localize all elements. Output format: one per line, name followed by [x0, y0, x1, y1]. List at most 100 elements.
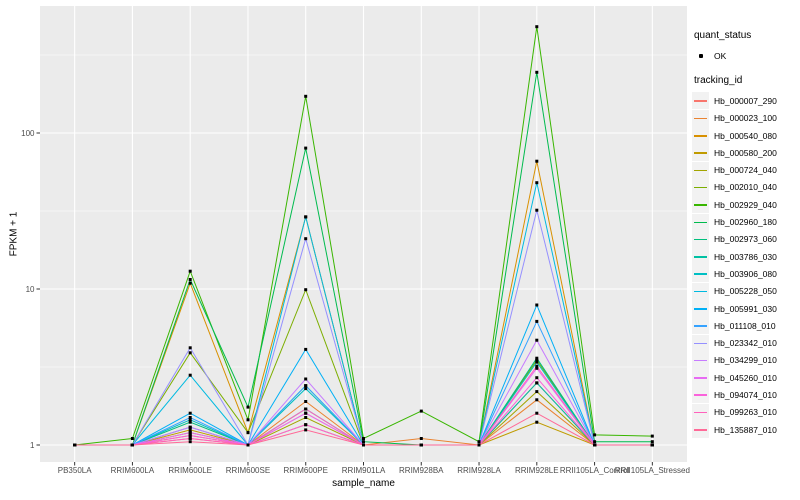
legend-key-line-icon	[694, 342, 707, 345]
legend-key-ok	[692, 47, 709, 64]
data-point	[535, 181, 539, 185]
data-point	[188, 278, 192, 281]
data-point	[188, 420, 192, 424]
x-axis: PB350LA RRIM600LA RRIM600LE RRIM600SE RRIM60…	[58, 462, 690, 475]
y-tick-label: 10	[26, 285, 35, 294]
data-point	[304, 377, 308, 381]
legend-key-swatch	[692, 351, 709, 369]
legend-item-ok: OK	[692, 47, 798, 64]
legend-key-swatch	[692, 386, 709, 404]
legend-item-Hb_094074_010: Hb_094074_010	[692, 386, 798, 404]
data-point	[188, 434, 192, 437]
data-point	[188, 269, 192, 273]
data-point	[246, 443, 250, 447]
legend-label: Hb_099263_010	[714, 407, 777, 418]
legend-key-swatch	[692, 334, 709, 352]
legend-key-line-icon	[694, 204, 707, 206]
data-point	[304, 215, 308, 219]
y-tick-label: 1	[30, 441, 35, 450]
data-point	[362, 437, 365, 440]
legend-label: Hb_003906_080	[714, 268, 777, 279]
data-point	[593, 433, 597, 437]
legend-key-line-icon	[694, 290, 707, 293]
data-point	[535, 390, 539, 394]
data-point	[304, 416, 308, 419]
legend-label: Hb_002929_040	[714, 199, 777, 210]
data-point	[535, 70, 539, 74]
legend-label: Hb_000580_200	[714, 147, 777, 158]
legend-label: Hb_002973_060	[714, 234, 777, 245]
legend-label: Hb_094074_010	[714, 389, 777, 400]
legend-label: Hb_002960_180	[714, 217, 777, 228]
legend-label: Hb_011108_010	[714, 320, 776, 331]
data-point	[650, 440, 654, 444]
legend-gap	[692, 64, 798, 75]
legend-key-swatch	[692, 421, 709, 439]
data-point	[130, 443, 134, 447]
legend-item-Hb_003906_080: Hb_003906_080	[692, 265, 798, 283]
legend-item-Hb_000023_100: Hb_000023_100	[692, 109, 798, 127]
data-point	[362, 443, 365, 447]
legend-key-swatch	[692, 369, 709, 387]
legend-key-swatch	[692, 248, 709, 266]
legend-key-swatch	[692, 92, 709, 110]
legend-key-swatch	[692, 230, 709, 248]
legend-label: Hb_034299_010	[714, 355, 777, 366]
data-point	[188, 351, 192, 355]
data-point	[535, 319, 539, 323]
legend-item-Hb_135887_010: Hb_135887_010	[692, 421, 798, 439]
data-point	[188, 437, 192, 440]
data-point	[304, 288, 308, 292]
legend-item-Hb_034299_010: Hb_034299_010	[692, 351, 798, 369]
x-tick-label: PB350LA	[58, 466, 92, 475]
data-point	[535, 338, 539, 342]
data-point	[188, 281, 192, 285]
legend-key-line-icon	[694, 100, 707, 102]
legend-key-line-icon	[694, 117, 707, 120]
data-point	[246, 431, 250, 435]
y-axis: 1 10 100	[21, 129, 40, 450]
data-point	[650, 443, 654, 447]
legend-key-swatch	[692, 196, 709, 214]
legend-item-Hb_000540_080: Hb_000540_080	[692, 127, 798, 145]
data-point	[188, 425, 192, 429]
legend-label: Hb_000724_040	[714, 165, 777, 176]
legend-item-Hb_005991_030: Hb_005991_030	[692, 300, 798, 317]
y-tick-label: 100	[21, 129, 35, 138]
data-point	[535, 381, 539, 385]
data-point	[304, 146, 308, 150]
legend-key-line-icon	[694, 411, 707, 414]
data-point	[535, 25, 539, 29]
x-axis-title: sample_name	[332, 478, 395, 489]
legend-label: Hb_005228_050	[714, 286, 777, 297]
legend-item-Hb_002929_040: Hb_002929_040	[692, 196, 798, 214]
legend-label: Hb_135887_010	[714, 424, 777, 435]
data-point	[650, 434, 654, 438]
point-marker-icon	[699, 54, 703, 59]
legend-label: Hb_000007_290	[714, 95, 777, 106]
data-point	[130, 437, 134, 440]
data-point	[304, 347, 308, 351]
x-tick-label: RRIM928LE	[515, 466, 559, 475]
data-point	[477, 443, 481, 447]
legend-item-Hb_099263_010: Hb_099263_010	[692, 403, 798, 421]
legend-key-swatch	[692, 178, 709, 196]
legend-item-Hb_045260_010: Hb_045260_010	[692, 369, 798, 387]
legend-key-line-icon	[694, 273, 707, 275]
x-tick-label: RRII105LA_Stressed	[615, 466, 690, 475]
legend-item-Hb_002010_040: Hb_002010_040	[692, 178, 798, 196]
legend-label: Hb_003786_030	[714, 251, 777, 262]
legend-label: Hb_005991_030	[714, 303, 777, 314]
legend-key-swatch	[692, 109, 709, 127]
data-point	[246, 418, 250, 422]
x-tick-label: RRIM600LE	[168, 466, 212, 475]
data-point	[535, 366, 539, 370]
legend-label: Hb_000023_100	[714, 113, 777, 124]
data-point	[73, 443, 77, 447]
legend: quant_status OK tracking_id Hb_000007_29…	[692, 30, 798, 439]
data-point	[535, 208, 539, 212]
data-point	[188, 431, 192, 435]
data-point	[188, 411, 192, 415]
legend-item-Hb_023342_010: Hb_023342_010	[692, 334, 798, 352]
data-point	[535, 376, 539, 380]
